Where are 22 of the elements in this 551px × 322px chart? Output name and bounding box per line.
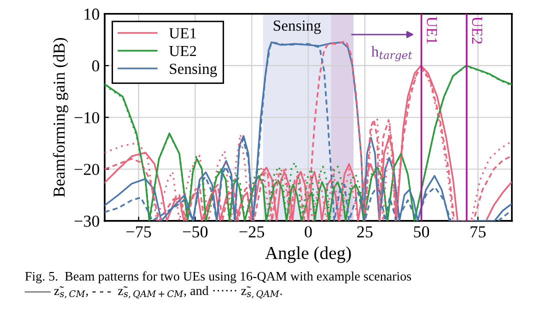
annotation: h$_{target}$ (371, 46, 412, 62)
x-tick-label: −75 (126, 226, 152, 238)
x-tick-label: 25 (357, 226, 373, 238)
x-axis-title: Angle (deg) (265, 246, 351, 263)
x-tick-label: −25 (240, 226, 264, 238)
y-tick-label: 10 (84, 8, 100, 20)
ref-line-label: UE1 (426, 16, 437, 44)
y-axis-title: Beamforming gain (dB) (52, 38, 68, 197)
x-tick-label: −50 (182, 226, 208, 238)
caption: Fig. 5. Beam patterns for two UEs using 16-QAM with example scenarios ―― z̃$_{s,CM}$, - - - z̃$_{s,QAM+CM}$, and ······ z̃$_{s,QAM}$. (24, 271, 412, 298)
x-tick-label: 75 (470, 226, 486, 238)
band-label: Sensing (274, 20, 321, 34)
y-tick-label: 0 (92, 60, 100, 72)
y-tick-label: −10 (74, 112, 100, 124)
y-tick-label: −30 (74, 216, 100, 227)
legend-label: Sensing (170, 64, 217, 78)
y-tick-label: −20 (74, 164, 100, 176)
x-tick-label: 0 (304, 226, 312, 238)
ref-line-label: UE2 (472, 16, 482, 44)
legend-label: UE1 (169, 28, 196, 38)
legend-label: UE2 (169, 46, 196, 56)
x-tick-label: 50 (414, 226, 430, 238)
